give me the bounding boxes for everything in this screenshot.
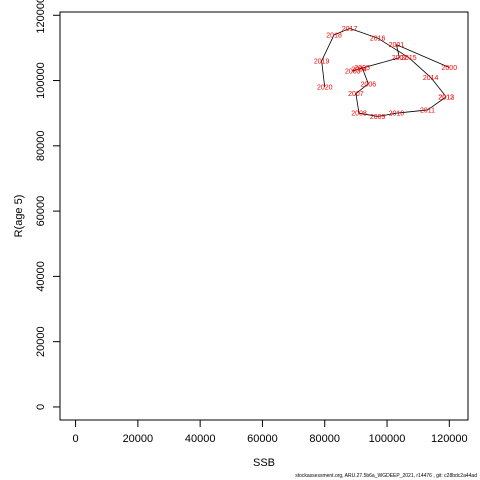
x-tick-label: 60000 bbox=[247, 433, 278, 445]
trajectory-segment bbox=[427, 96, 447, 111]
point-label-2012: 2012 bbox=[438, 94, 454, 101]
trajectory-segment bbox=[377, 37, 410, 59]
point-label-2003: 2003 bbox=[345, 68, 361, 75]
point-label-2019: 2019 bbox=[314, 58, 330, 65]
y-tick-label: 60000 bbox=[35, 196, 47, 227]
point-label-2004: 2004 bbox=[351, 67, 367, 74]
x-axis: 0 20000 40000 60000 80000 100000 120000 bbox=[73, 419, 468, 445]
y-axis-title: R(age 5) bbox=[13, 195, 25, 238]
point-label-2011: 2011 bbox=[420, 107, 435, 114]
point-label-2016: 2016 bbox=[370, 36, 386, 43]
trajectory-segment bbox=[430, 77, 447, 98]
point-label-2001: 2001 bbox=[389, 42, 405, 49]
point-label-2005: 2005 bbox=[354, 65, 370, 72]
trajectory-segment bbox=[377, 112, 397, 117]
trajectory-segment bbox=[321, 60, 326, 88]
trajectory-segment bbox=[355, 83, 369, 94]
y-tick-label: 80000 bbox=[35, 131, 47, 162]
point-label-2015: 2015 bbox=[401, 55, 417, 62]
point-label-2017: 2017 bbox=[342, 26, 358, 33]
trajectory-segment bbox=[321, 34, 335, 62]
x-tick-label: 100000 bbox=[369, 433, 406, 445]
point-label-2007: 2007 bbox=[348, 91, 364, 98]
point-label-2014: 2014 bbox=[423, 75, 439, 82]
trajectory-segment bbox=[352, 68, 360, 72]
point-label-2006: 2006 bbox=[361, 81, 377, 88]
y-axis: 0 20000 40000 60000 80000 100000 120000 bbox=[35, 0, 61, 410]
footer-source-note: stockassessment.org, ARU.27.5b6a_WGDEEP_… bbox=[295, 473, 477, 479]
point-label-2002: 2002 bbox=[392, 55, 408, 62]
point-label-2000: 2000 bbox=[442, 65, 458, 72]
trajectory-segment bbox=[358, 67, 363, 70]
trajectory-segment bbox=[358, 112, 378, 117]
x-tick-label: 40000 bbox=[185, 433, 216, 445]
x-axis-title: SSB bbox=[253, 457, 275, 469]
point-label-2009: 2009 bbox=[370, 114, 386, 121]
trajectory-segment bbox=[349, 27, 378, 39]
trajectory-segment bbox=[396, 44, 450, 68]
series-trajectory bbox=[321, 27, 450, 117]
x-tick-label: 80000 bbox=[309, 433, 340, 445]
y-tick-label: 120000 bbox=[35, 0, 47, 34]
y-tick-label: 20000 bbox=[35, 326, 47, 357]
plot-frame bbox=[59, 11, 469, 421]
point-label-2018: 2018 bbox=[326, 32, 342, 39]
trajectory-segment bbox=[408, 57, 431, 78]
trajectory-segment bbox=[361, 67, 369, 84]
point-label-2008: 2008 bbox=[351, 111, 367, 118]
trajectory-segment bbox=[355, 93, 360, 114]
x-tick-label: 120000 bbox=[431, 433, 468, 445]
x-tick-label: 0 bbox=[73, 433, 79, 445]
point-label-2010: 2010 bbox=[389, 111, 405, 118]
point-label-2020: 2020 bbox=[317, 85, 333, 92]
y-tick-label: 100000 bbox=[35, 62, 47, 99]
x-tick-label: 20000 bbox=[123, 433, 154, 445]
trajectory-segment bbox=[396, 109, 428, 114]
trajectory-segment bbox=[333, 27, 350, 36]
y-tick-label: 40000 bbox=[35, 261, 47, 292]
point-label-2013: 2013 bbox=[438, 94, 454, 101]
y-tick-label: 0 bbox=[35, 404, 47, 410]
